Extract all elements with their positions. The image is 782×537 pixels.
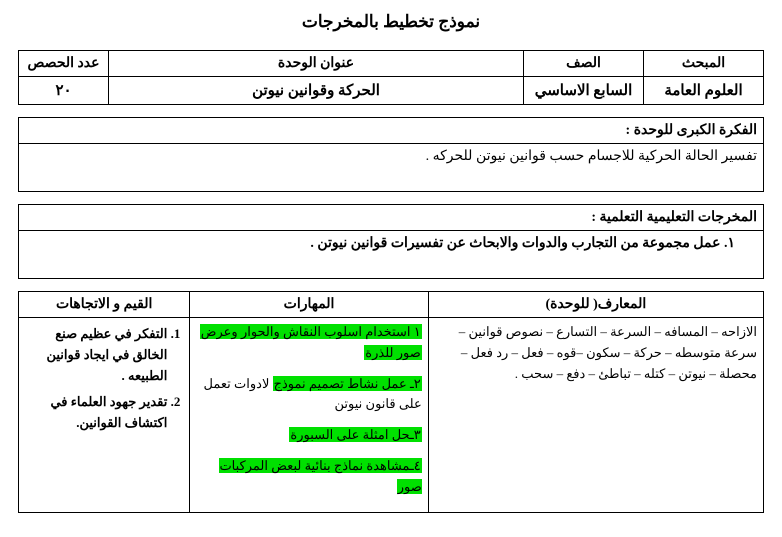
hdr-grade: الصف: [524, 51, 644, 77]
hdr-periods: عدد الحصص: [19, 51, 109, 77]
val-periods: ٢٠: [19, 77, 109, 105]
skill-1a: ١ استخدام اسلوب النقاش والحوار وعرض: [200, 324, 422, 339]
val-grade: السابع الاساسي: [524, 77, 644, 105]
hdr-knowledge: المعارف( للوحدة): [428, 292, 763, 318]
kst-table: المعارف( للوحدة) المهارات القيم و الاتجا…: [18, 291, 764, 513]
outcomes-header: المخرجات التعليمية التعلمية :: [19, 205, 764, 231]
info-value-row: العلوم العامة السابع الاساسي الحركة وقوا…: [19, 77, 764, 105]
hdr-unit: عنوان الوحدة: [109, 51, 524, 77]
info-header-row: المبحث الصف عنوان الوحدة عدد الحصص: [19, 51, 764, 77]
knowledge-cell: الازاحه – المسافه – السرعة – التسارع – ن…: [428, 318, 763, 513]
kst-header-row: المعارف( للوحدة) المهارات القيم و الاتجا…: [19, 292, 764, 318]
hdr-skills: المهارات: [190, 292, 428, 318]
big-idea-header: الفكرة الكبرى للوحدة :: [19, 118, 764, 144]
value-2: تقدير جهود العلماء في اكتشاف القوانين.: [25, 392, 167, 434]
val-subject: العلوم العامة: [644, 77, 764, 105]
value-1: التفكر في عظيم صنع الخالق في ايجاد قواني…: [25, 324, 167, 386]
outcomes-table: المخرجات التعليمية التعلمية : ١. عمل مجم…: [18, 204, 764, 279]
outcomes-body: ١. عمل مجموعة من التجارب والدوات والابحا…: [19, 231, 764, 279]
hdr-values: القيم و الاتجاهات: [19, 292, 190, 318]
skill-2a: ٢ـ عمل نشاط تصميم نموذج: [273, 376, 422, 391]
skill-1b: صور للذرة: [364, 345, 421, 360]
info-table: المبحث الصف عنوان الوحدة عدد الحصص العلو…: [18, 50, 764, 105]
outcome-item-1: ١. عمل مجموعة من التجارب والدوات والابحا…: [25, 235, 735, 252]
skill-3: ٣ـحل امثلة على السبورة: [289, 427, 421, 442]
skills-cell: ١ استخدام اسلوب النقاش والحوار وعرض صور …: [190, 318, 428, 513]
big-idea-table: الفكرة الكبرى للوحدة : تفسير الحالة الحر…: [18, 117, 764, 192]
big-idea-body: تفسير الحالة الحركية للاجسام حسب قوانين …: [19, 144, 764, 192]
kst-body-row: الازاحه – المسافه – السرعة – التسارع – ن…: [19, 318, 764, 513]
skill-4: ٤ـمشاهدة نماذج بنائية لبعض المركبات صور: [219, 458, 421, 494]
val-unit: الحركة وقوانين نيوتن: [109, 77, 524, 105]
hdr-subject: المبحث: [644, 51, 764, 77]
page-title: نموذج تخطيط بالمخرجات: [18, 12, 764, 32]
values-cell: التفكر في عظيم صنع الخالق في ايجاد قواني…: [19, 318, 190, 513]
